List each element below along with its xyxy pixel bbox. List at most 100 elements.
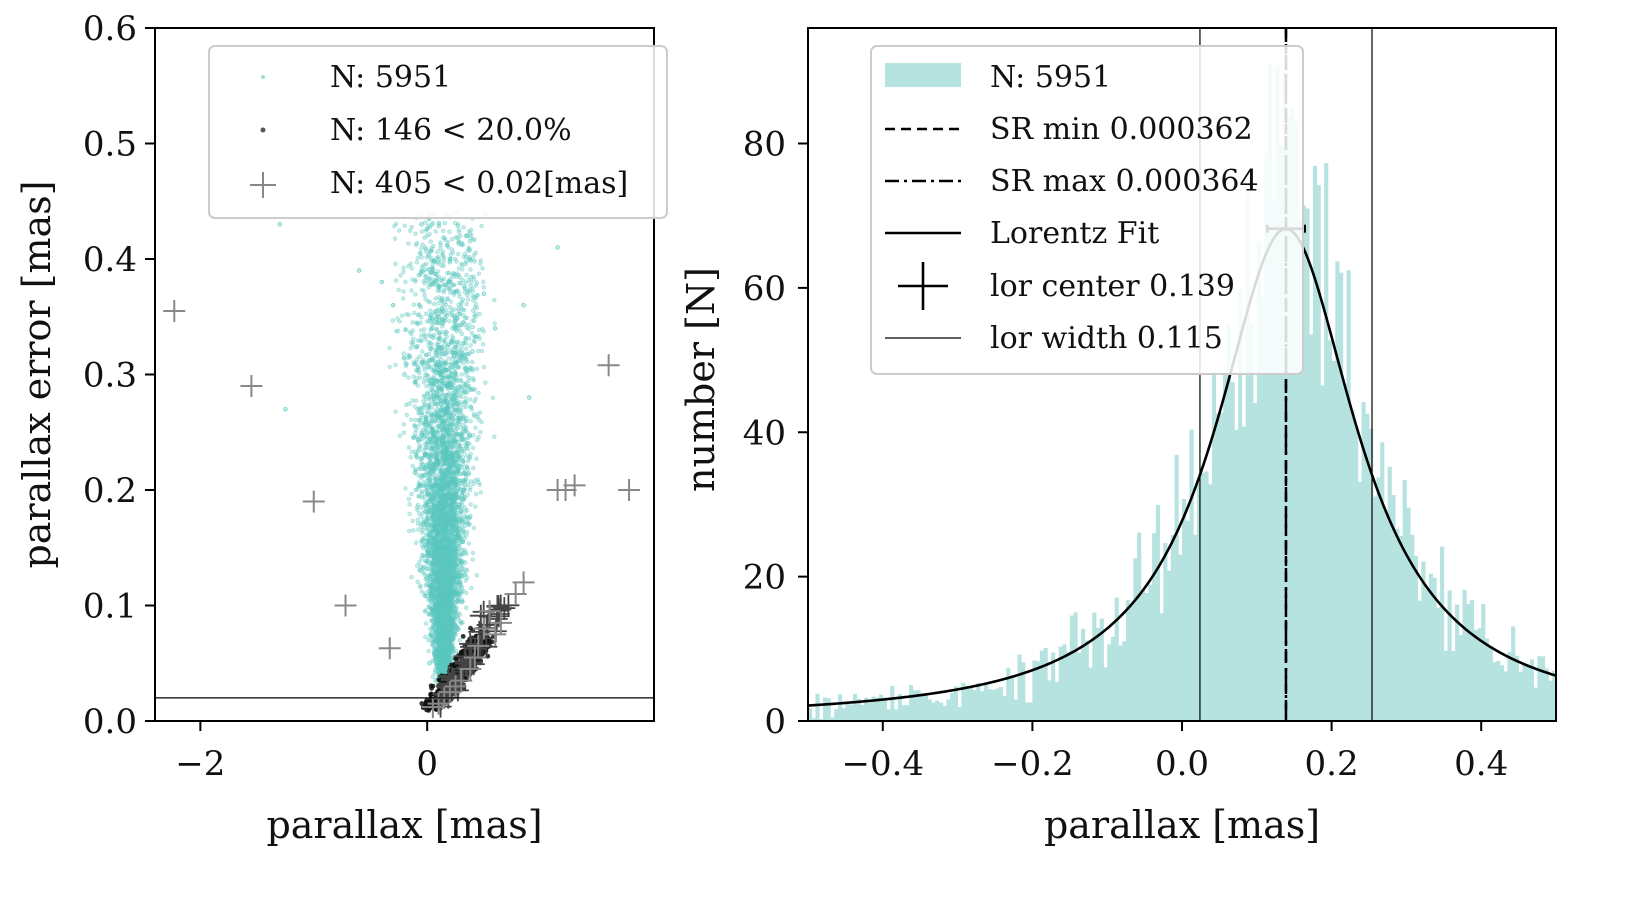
scatter-point-all — [433, 418, 439, 424]
scatter-point-all — [467, 322, 472, 327]
scatter-point-all — [471, 465, 476, 471]
scatter-point-all — [445, 463, 450, 468]
scatter-point-all — [423, 416, 428, 421]
scatter-point-all — [415, 579, 420, 584]
scatter-point-all — [462, 467, 468, 472]
scatter-point-all — [440, 442, 445, 447]
scatter-point-all — [429, 440, 434, 445]
scatter-point-all — [450, 250, 456, 255]
scatter-point-all — [393, 409, 398, 414]
scatter-point-all — [404, 412, 410, 418]
scatter-point-all — [463, 523, 468, 528]
scatter-point-all — [445, 535, 451, 540]
scatter-point-all — [446, 374, 452, 379]
scatter-point-all — [420, 539, 425, 544]
scatter-point-all — [422, 367, 427, 372]
scatter-point-all — [417, 354, 422, 359]
scatter-point-all — [460, 458, 466, 464]
scatter-point-all — [467, 521, 472, 527]
scatter-point-all — [472, 259, 477, 264]
scatter-point-all — [423, 311, 429, 316]
scatter-point-all — [422, 571, 427, 576]
scatter-point-all — [472, 313, 477, 319]
scatter-point-all — [443, 531, 448, 536]
scatter-point-all — [439, 305, 445, 311]
scatter-point-all — [430, 220, 435, 226]
scatter-point-all — [424, 352, 429, 358]
scatter-point-all — [465, 482, 471, 487]
scatter-point-all — [438, 374, 444, 379]
scatter-point-all — [401, 269, 406, 275]
scatter-point-all — [424, 384, 429, 389]
scatter-point-all — [431, 382, 436, 387]
scatter-point-all — [466, 297, 471, 302]
scatter-point-all — [458, 301, 464, 307]
scatter-point-all — [456, 389, 461, 395]
scatter-point-all — [403, 360, 408, 366]
scatter-point-all — [430, 514, 435, 519]
scatter-point-all — [456, 495, 461, 501]
scatter-point-all — [410, 320, 415, 325]
scatter-point-all — [457, 581, 462, 586]
scatter-point-all — [417, 375, 422, 380]
scatter-point-all — [419, 333, 424, 338]
scatter-point-all — [406, 312, 412, 317]
scatter-point-all — [415, 364, 421, 370]
scatter-point-all — [463, 396, 468, 401]
scatter-point-all — [415, 321, 420, 326]
scatter-point-all — [467, 515, 473, 520]
scatter-point-all — [437, 283, 442, 289]
scatter-point-all — [454, 449, 460, 455]
scatter-point-all — [463, 509, 468, 514]
scatter-point-all — [445, 449, 450, 454]
scatter-point-all — [460, 390, 466, 396]
scatter-point-all — [436, 222, 441, 227]
scatter-point-all — [460, 307, 465, 312]
scatter-point-all — [470, 445, 476, 451]
scatter-point-all — [434, 327, 439, 332]
scatter-point-all — [439, 642, 444, 648]
scatter-point-all — [438, 386, 443, 391]
scatter-point-all — [446, 342, 452, 347]
scatter-point-all — [425, 391, 430, 397]
scatter-point-all — [438, 246, 443, 251]
scatter-point-all — [415, 255, 420, 261]
scatter-point-all — [419, 246, 424, 251]
scatter-point-all — [490, 395, 496, 400]
scatter-point-all — [417, 560, 422, 565]
scatter-point-all — [441, 228, 446, 234]
scatter-point-all — [400, 296, 406, 301]
scatter-point-all — [479, 348, 485, 354]
scatter-point-all — [430, 472, 436, 477]
scatter-point-all — [435, 288, 440, 293]
scatter-point-all — [428, 327, 433, 332]
scatter-point-all — [462, 400, 468, 405]
scatter-point-all — [472, 399, 477, 404]
scatter-point-all — [448, 287, 453, 292]
scatter-point-all — [465, 446, 471, 452]
scatter-point-all — [415, 521, 421, 526]
scatter-point-all — [422, 376, 427, 381]
scatter-point-all — [476, 390, 481, 396]
scatter-point-all — [460, 539, 465, 545]
scatter-point-all — [467, 375, 472, 380]
scatter-point-all — [411, 528, 416, 533]
scatter-point-all — [453, 360, 458, 366]
scatter-point-all — [426, 377, 432, 383]
scatter-point-all — [443, 359, 448, 364]
scatter-point-all — [393, 362, 398, 368]
scatter-point-all — [461, 225, 466, 230]
scatter-point-all — [433, 229, 438, 234]
scatter-point-all — [445, 296, 450, 301]
scatter-point-all — [477, 482, 482, 487]
scatter-point-all — [448, 548, 453, 553]
scatter-point-all — [442, 433, 447, 438]
scatter-point-all — [457, 409, 463, 414]
scatter-point-all — [440, 317, 445, 322]
scatter-point-all — [473, 250, 478, 255]
scatter-point-all — [465, 435, 470, 441]
scatter-point-all — [422, 327, 427, 332]
scatter-point-all — [402, 356, 407, 361]
scatter-point-all — [442, 549, 447, 554]
scatter-point-all — [470, 359, 475, 365]
